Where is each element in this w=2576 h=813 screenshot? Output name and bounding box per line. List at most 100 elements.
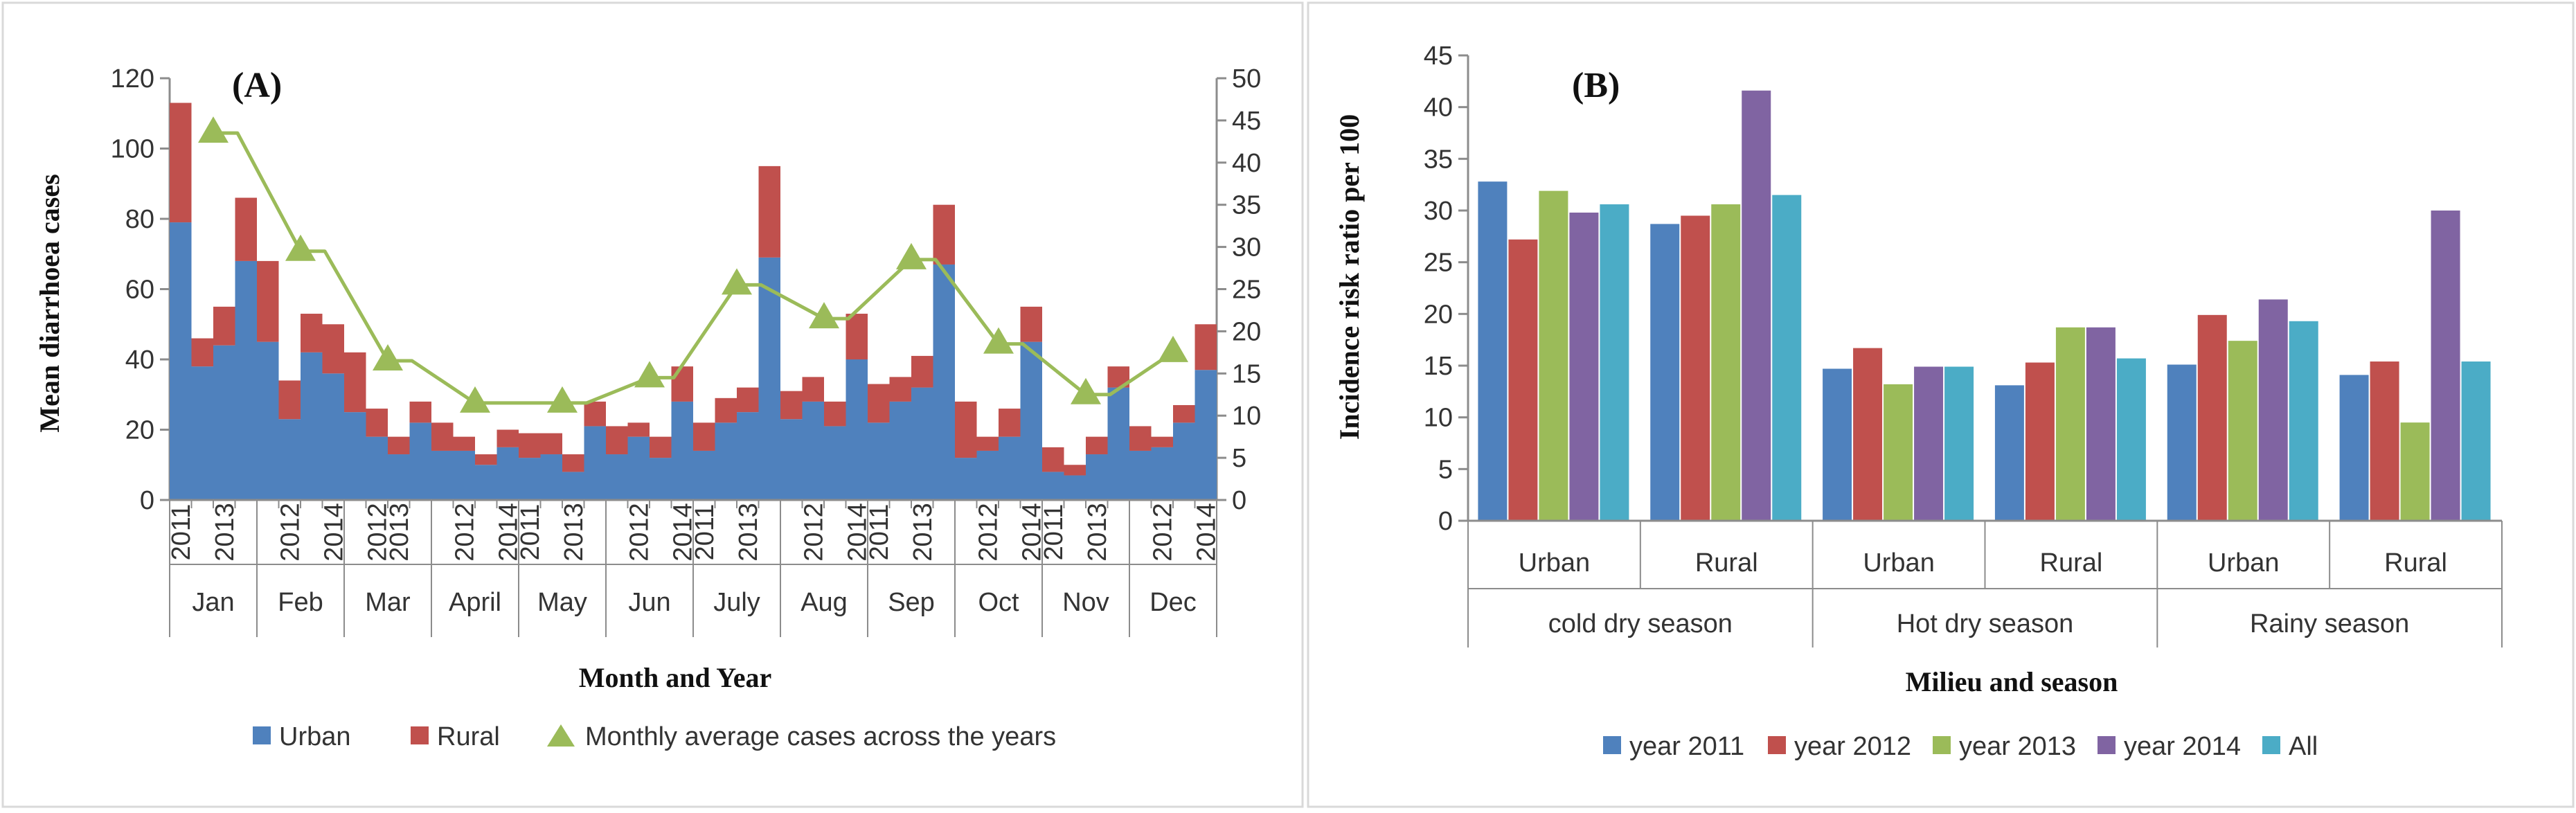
bar-rural bbox=[1042, 447, 1064, 472]
chart-b: 0 5 10 15 20 25 30 35 40 45 Urban Rural Urban Rural Ur… bbox=[1424, 42, 2503, 647]
bar-urban bbox=[846, 359, 868, 500]
legend-swatch bbox=[1603, 736, 1621, 754]
bar-urban bbox=[889, 401, 911, 500]
bar-rural bbox=[1129, 426, 1152, 451]
y2-tick-label: 45 bbox=[1232, 107, 1261, 136]
bar-urban bbox=[606, 454, 628, 500]
y-tick-label: 60 bbox=[125, 276, 154, 305]
bar-urban bbox=[911, 387, 933, 500]
y-tick-label: 0 bbox=[1438, 507, 1453, 536]
y-tick-label: 15 bbox=[1424, 352, 1453, 381]
bar-year-2014 bbox=[2086, 327, 2116, 521]
bar-year-2013 bbox=[2400, 422, 2430, 521]
x-year-label: 2012 bbox=[625, 503, 654, 562]
bar-year-2012 bbox=[2025, 362, 2055, 521]
legend-marker-average bbox=[547, 724, 575, 747]
legend-label: All bbox=[2289, 732, 2318, 761]
bar-urban bbox=[409, 422, 431, 500]
bar-all bbox=[1772, 195, 1802, 521]
bar-urban bbox=[301, 352, 323, 500]
x-year-label: 2012 bbox=[974, 503, 1003, 562]
average-marker bbox=[809, 302, 839, 329]
x-year-label: 2012 bbox=[1148, 503, 1177, 562]
bar-rural bbox=[497, 429, 519, 447]
y-tick-label: 25 bbox=[1424, 249, 1453, 278]
x-year-label: 2012 bbox=[450, 503, 479, 562]
y-tick-label: 45 bbox=[1424, 42, 1453, 71]
bar-rural bbox=[1020, 306, 1042, 342]
bar-urban bbox=[431, 450, 454, 500]
chart-b-legend: year 2011 year 2012 year 2013 year 2014 All bbox=[1603, 732, 2318, 761]
x-year-label: 2012 bbox=[799, 503, 828, 562]
bar-rural bbox=[344, 352, 366, 413]
bar-year-2011 bbox=[2339, 375, 2369, 521]
bar-all bbox=[2116, 358, 2146, 521]
bar-urban bbox=[540, 454, 562, 500]
bar-rural bbox=[824, 401, 846, 427]
bar-urban bbox=[257, 341, 279, 500]
x-milieu-label: Rural bbox=[2384, 548, 2447, 578]
bar-rural bbox=[693, 422, 715, 451]
bar-year-2012 bbox=[1681, 215, 1710, 521]
bar-rural bbox=[409, 401, 431, 423]
bar-urban bbox=[1173, 422, 1195, 500]
bar-rural bbox=[540, 433, 562, 455]
average-marker bbox=[547, 386, 578, 413]
bar-rural bbox=[737, 387, 759, 413]
y2-tick-label: 20 bbox=[1232, 317, 1261, 346]
bar-urban bbox=[344, 412, 366, 500]
x-year-label: 2014 bbox=[843, 503, 872, 562]
y2-tick-label: 50 bbox=[1232, 64, 1261, 93]
bar-urban bbox=[802, 401, 824, 500]
bar-urban bbox=[1107, 387, 1129, 500]
y-tick-label: 35 bbox=[1424, 145, 1453, 174]
bar-rural bbox=[475, 454, 497, 465]
bar-rural bbox=[846, 314, 868, 359]
bar-urban bbox=[737, 412, 759, 500]
bar-rural bbox=[758, 166, 780, 258]
y-tick-label: 40 bbox=[1424, 93, 1453, 123]
x-year-label: 2014 bbox=[1017, 503, 1046, 562]
bar-rural bbox=[170, 102, 192, 223]
x-season-label: Rainy season bbox=[2250, 609, 2409, 638]
y-tick-label: 10 bbox=[1424, 404, 1453, 433]
bar-rural bbox=[650, 436, 672, 458]
bar-urban bbox=[693, 450, 715, 500]
bar-rural bbox=[911, 355, 933, 388]
bar-urban bbox=[497, 447, 519, 500]
legend-label: year 2011 bbox=[1629, 732, 1744, 761]
legend-swatch bbox=[2098, 736, 2116, 754]
bar-rural bbox=[366, 409, 388, 437]
x-milieu-label: Urban bbox=[1863, 548, 1935, 578]
x-month-label: Mar bbox=[365, 588, 411, 617]
bar-urban bbox=[671, 401, 693, 500]
x-month-label: Oct bbox=[978, 588, 1019, 617]
bar-urban bbox=[627, 436, 650, 500]
x-year-label: 2014 bbox=[668, 503, 697, 562]
x-year-label: 2014 bbox=[319, 503, 348, 562]
y2-tick-label: 15 bbox=[1232, 359, 1261, 388]
legend-swatch bbox=[1933, 736, 1951, 754]
y-tick-label: 20 bbox=[1424, 300, 1453, 329]
bar-year-2014 bbox=[1742, 90, 1771, 521]
bar-urban bbox=[1064, 475, 1086, 500]
bar-rural bbox=[868, 384, 890, 423]
bar-rural bbox=[519, 433, 541, 458]
bar-rural bbox=[999, 409, 1021, 437]
x-month-label: July bbox=[713, 588, 760, 617]
x-month-label: Dec bbox=[1150, 588, 1197, 617]
bar-year-2013 bbox=[2055, 327, 2085, 521]
legend-label: year 2012 bbox=[1794, 732, 1911, 761]
bar-urban bbox=[780, 419, 803, 500]
bar-urban bbox=[1042, 472, 1064, 500]
y2-tick-label: 40 bbox=[1232, 149, 1261, 178]
x-year-label: 2013 bbox=[1083, 503, 1112, 562]
x-year-label: 2012 bbox=[276, 503, 305, 562]
x-month-label: Jun bbox=[628, 588, 670, 617]
average-marker bbox=[634, 361, 665, 388]
bar-urban bbox=[650, 458, 672, 500]
bar-rural bbox=[780, 391, 803, 420]
bar-urban bbox=[584, 426, 606, 500]
bar-year-2014 bbox=[2431, 211, 2460, 521]
y2-tick-label: 25 bbox=[1232, 276, 1261, 305]
